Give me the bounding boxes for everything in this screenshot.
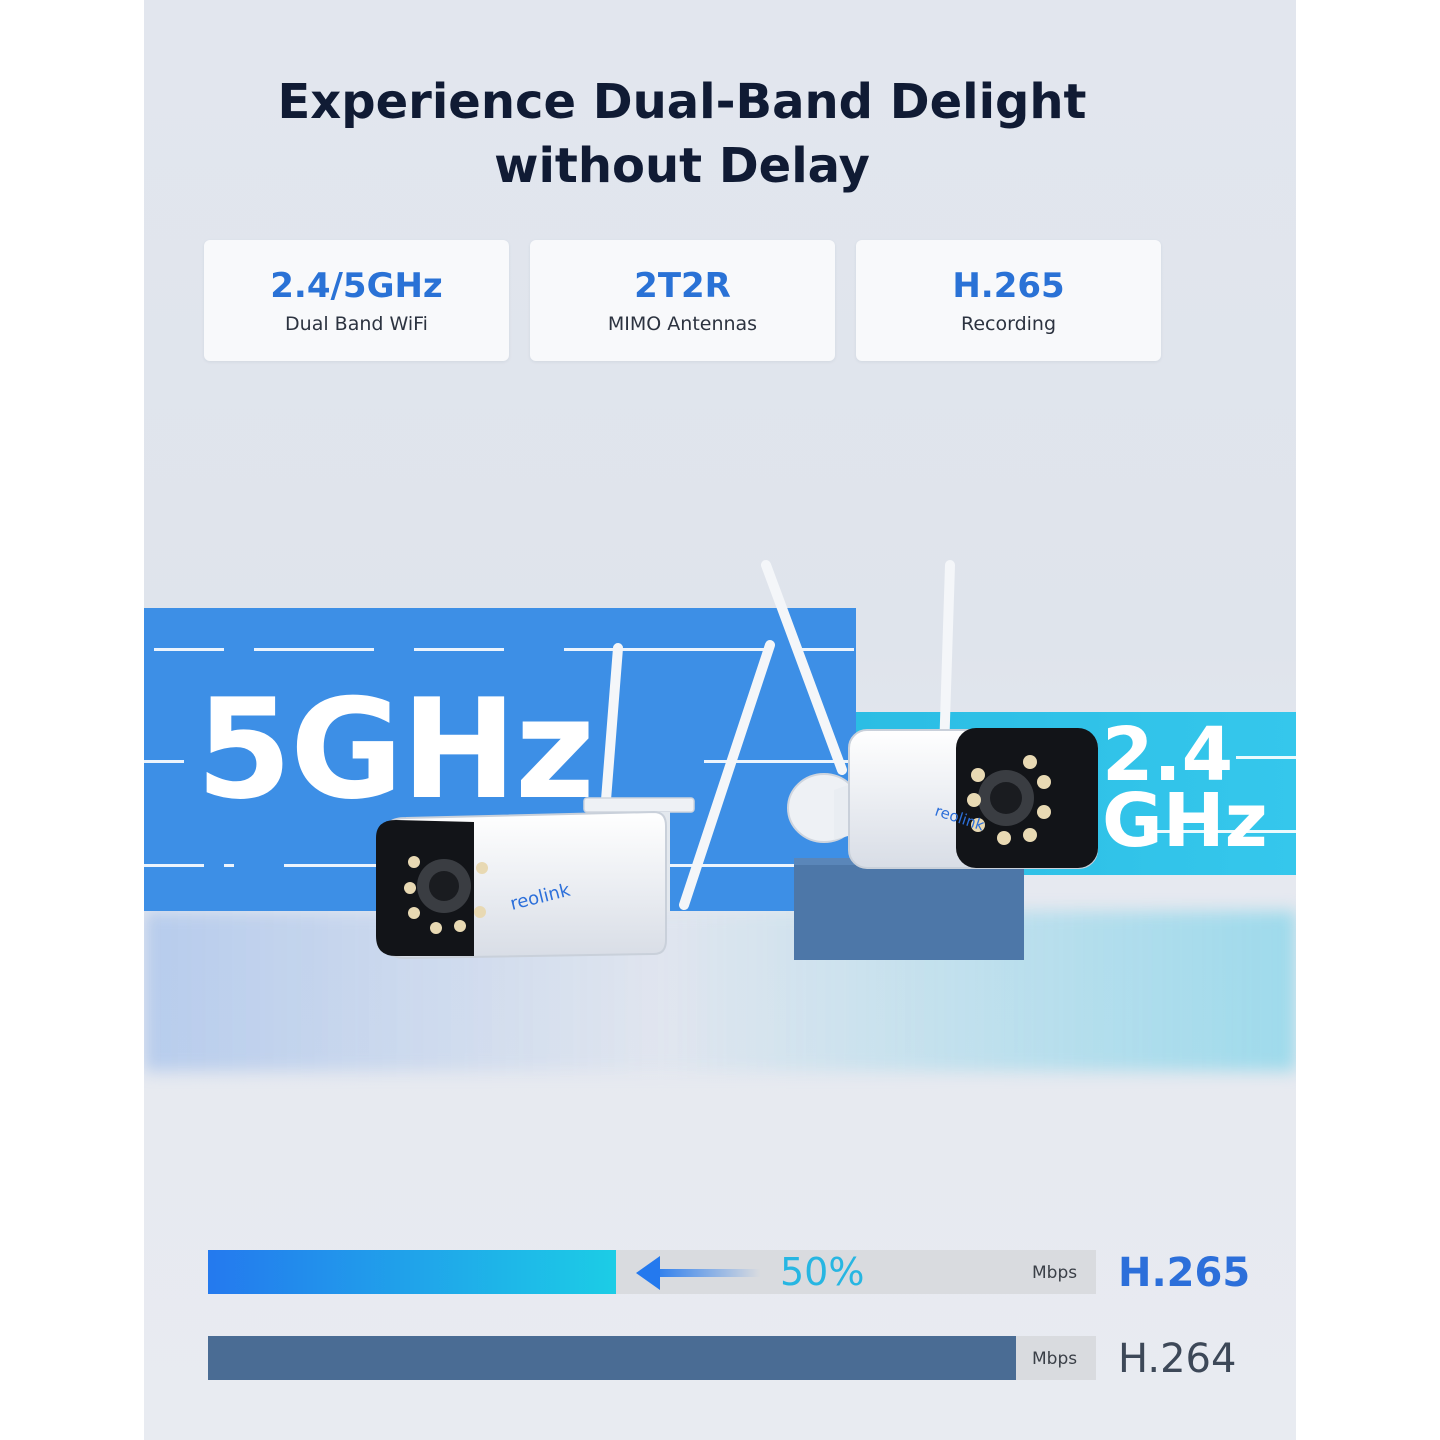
band-5ghz-label: 5GHz	[196, 669, 595, 830]
product-panel: Experience Dual-Band Delight without Del…	[144, 0, 1296, 1440]
speed-dash	[284, 864, 434, 867]
feature-card-dual-band: 2.4/5GHz Dual Band WiFi	[204, 240, 509, 361]
unit-label-h265: Mbps	[1032, 1263, 1078, 1283]
feature-card-mimo: 2T2R MIMO Antennas	[530, 240, 835, 361]
bitrate-fill-h265	[208, 1250, 616, 1294]
headline: Experience Dual-Band Delight without Del…	[144, 70, 1220, 198]
band-24ghz-label-line-2: GHz	[1102, 778, 1268, 864]
speed-dash	[414, 648, 504, 651]
headline-line-1: Experience Dual-Band Delight	[277, 74, 1087, 130]
arrow-left-icon	[636, 1256, 760, 1290]
speed-dash	[144, 760, 184, 763]
feature-label: Recording	[960, 313, 1057, 335]
band-24ghz-label-line-1: 2.4	[1102, 712, 1234, 798]
speed-dash	[254, 648, 374, 651]
feature-value: 2T2R	[634, 266, 731, 306]
unit-label-h264: Mbps	[1032, 1349, 1078, 1369]
bitrate-reduction-label: 50%	[780, 1250, 865, 1294]
feature-label: Dual Band WiFi	[285, 313, 428, 335]
pedestal	[794, 865, 1024, 960]
feature-card-recording: H.265 Recording	[856, 240, 1161, 361]
camera-illustration: reolink reolink	[376, 560, 1098, 960]
speed-dash	[704, 760, 854, 763]
right-camera-antenna-left	[761, 560, 847, 775]
codec-label-h264: H.264	[1118, 1336, 1237, 1382]
speed-dash	[1236, 756, 1296, 759]
speed-dash	[564, 648, 764, 651]
speed-dash	[144, 864, 204, 867]
left-camera-antenna-left	[601, 643, 623, 805]
codec-label-h265: H.265	[1118, 1250, 1251, 1296]
feature-value: 2.4/5GHz	[270, 266, 443, 306]
bitrate-fill-h264	[208, 1336, 1016, 1380]
floor-glow	[144, 911, 1296, 1071]
right-camera-antenna-right	[939, 560, 955, 757]
speed-dash	[794, 648, 854, 651]
right-camera: reolink	[787, 728, 1098, 869]
speed-dash	[1156, 830, 1296, 833]
speed-dash	[224, 864, 234, 867]
headline-line-2: without Delay	[494, 138, 870, 194]
feature-label: MIMO Antennas	[607, 313, 758, 335]
left-camera: reolink	[376, 797, 695, 960]
speed-dash	[664, 864, 854, 867]
band-24ghz-label: 2.4 GHz	[1102, 712, 1282, 864]
feature-value: H.265	[952, 266, 1065, 306]
speed-dash	[154, 648, 224, 651]
left-camera-antenna-right	[679, 640, 775, 910]
